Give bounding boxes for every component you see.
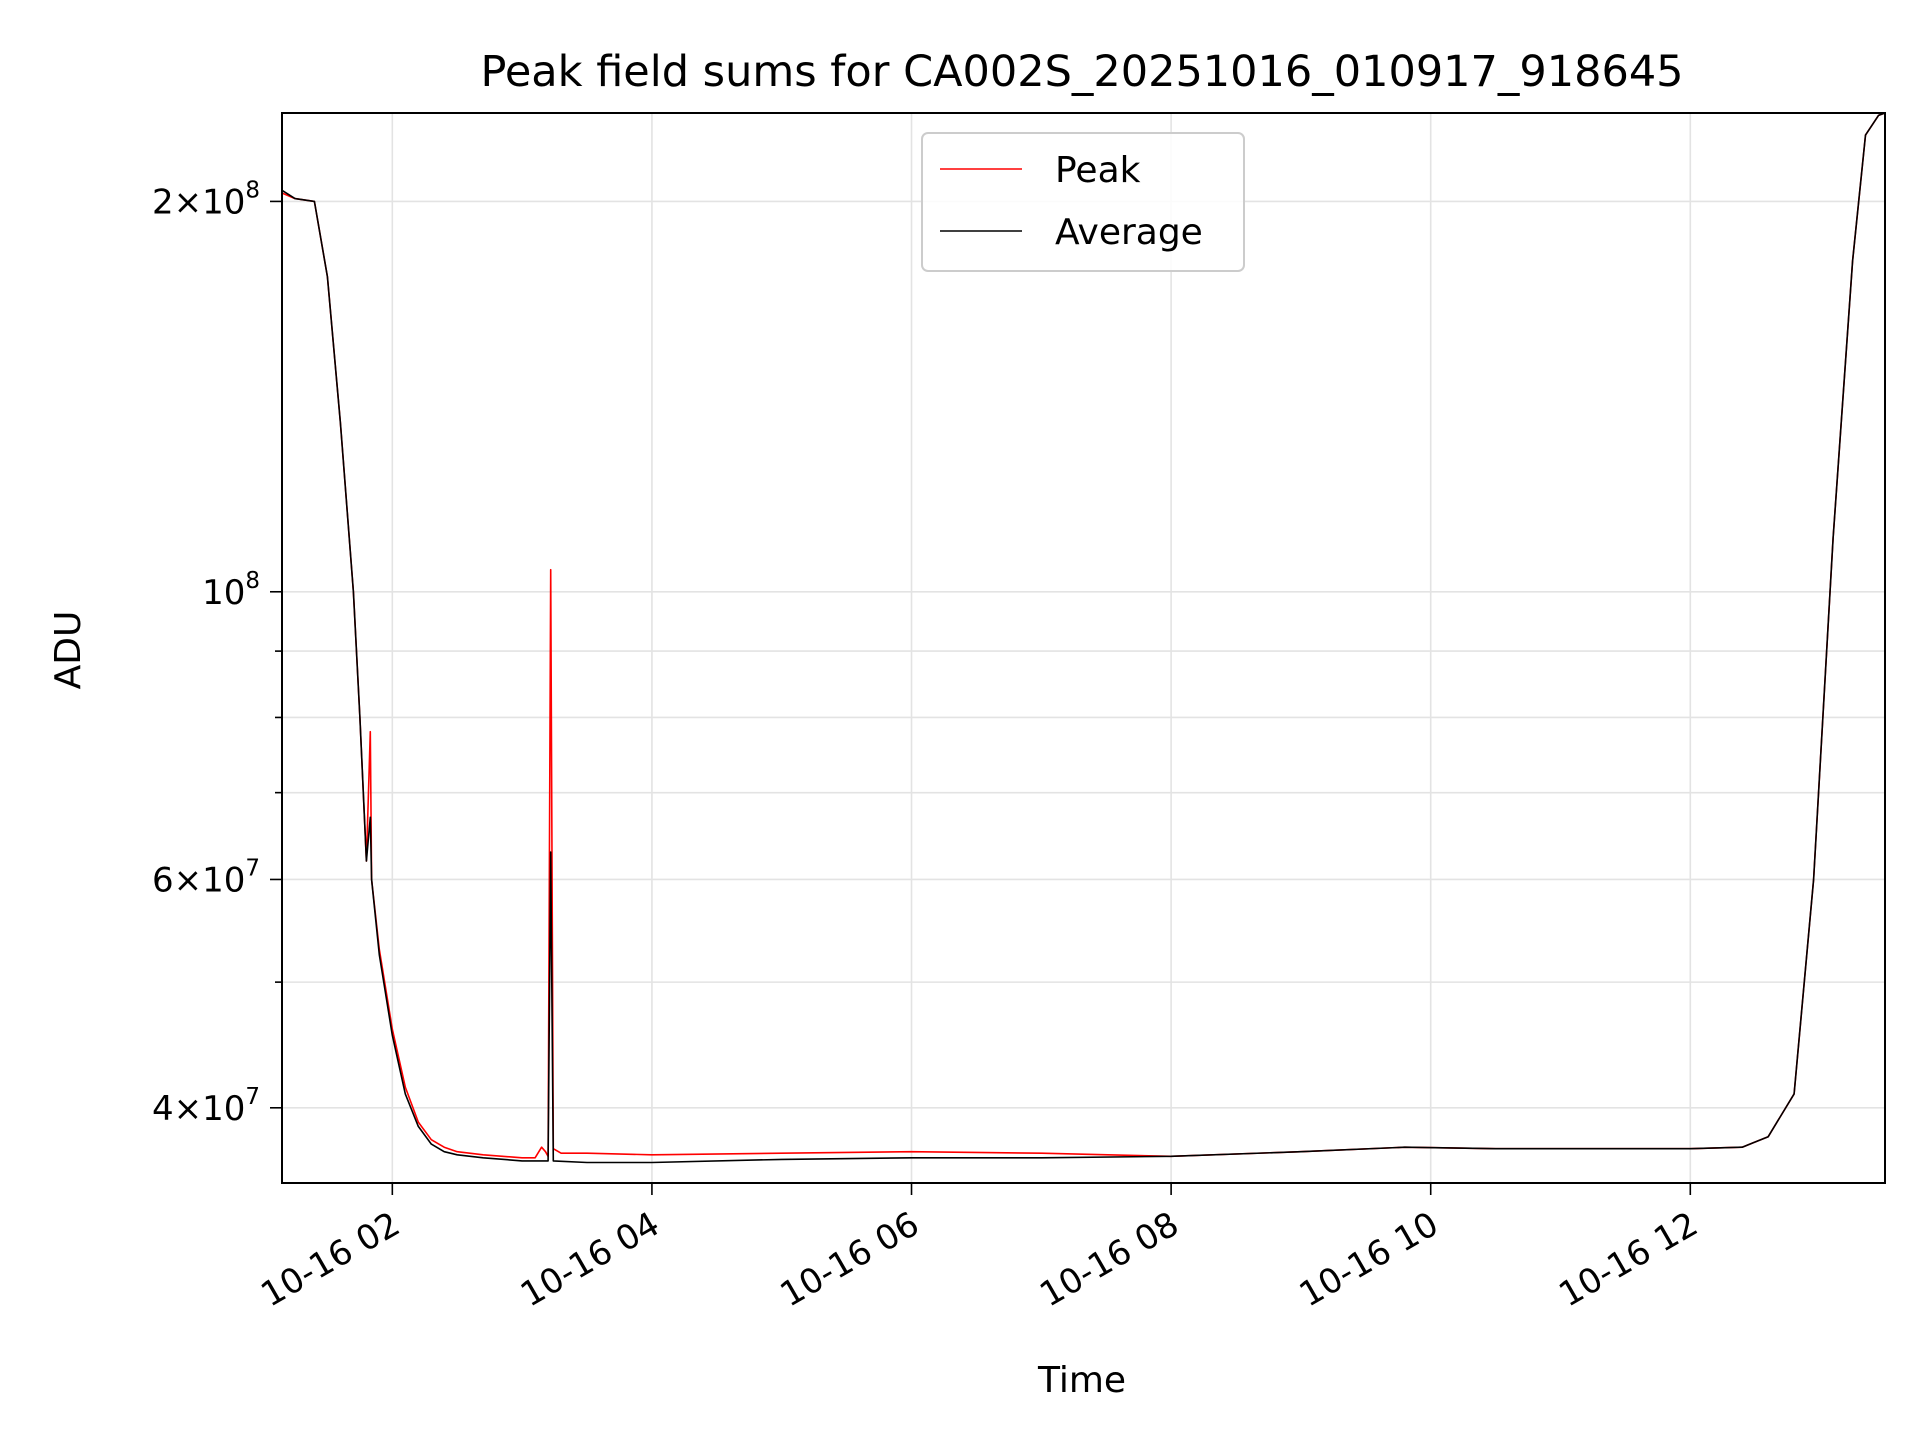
plot-frame [281, 112, 1886, 1184]
y-tick-label: 6×107 [152, 855, 260, 900]
series-line-average [281, 112, 1886, 1164]
legend-label-average: Average [1055, 212, 1203, 253]
series-layer [281, 112, 1886, 1164]
chart-title: Peak field sums for CA002S_20251016_0109… [480, 47, 1683, 97]
y-tick-label: 4×107 [152, 1084, 260, 1129]
y-axis: 4×107 6×107 108 2×108 [152, 177, 282, 1129]
y-axis-label: ADU [48, 611, 89, 690]
y-tick-label: 2×108 [152, 177, 260, 222]
legend-box [921, 132, 1245, 272]
x-axis-label: Time [1037, 1360, 1126, 1401]
legend-label-peak: Peak [1055, 150, 1141, 191]
legend: Peak Average [921, 132, 1245, 272]
y-tick-label: 108 [202, 568, 260, 613]
